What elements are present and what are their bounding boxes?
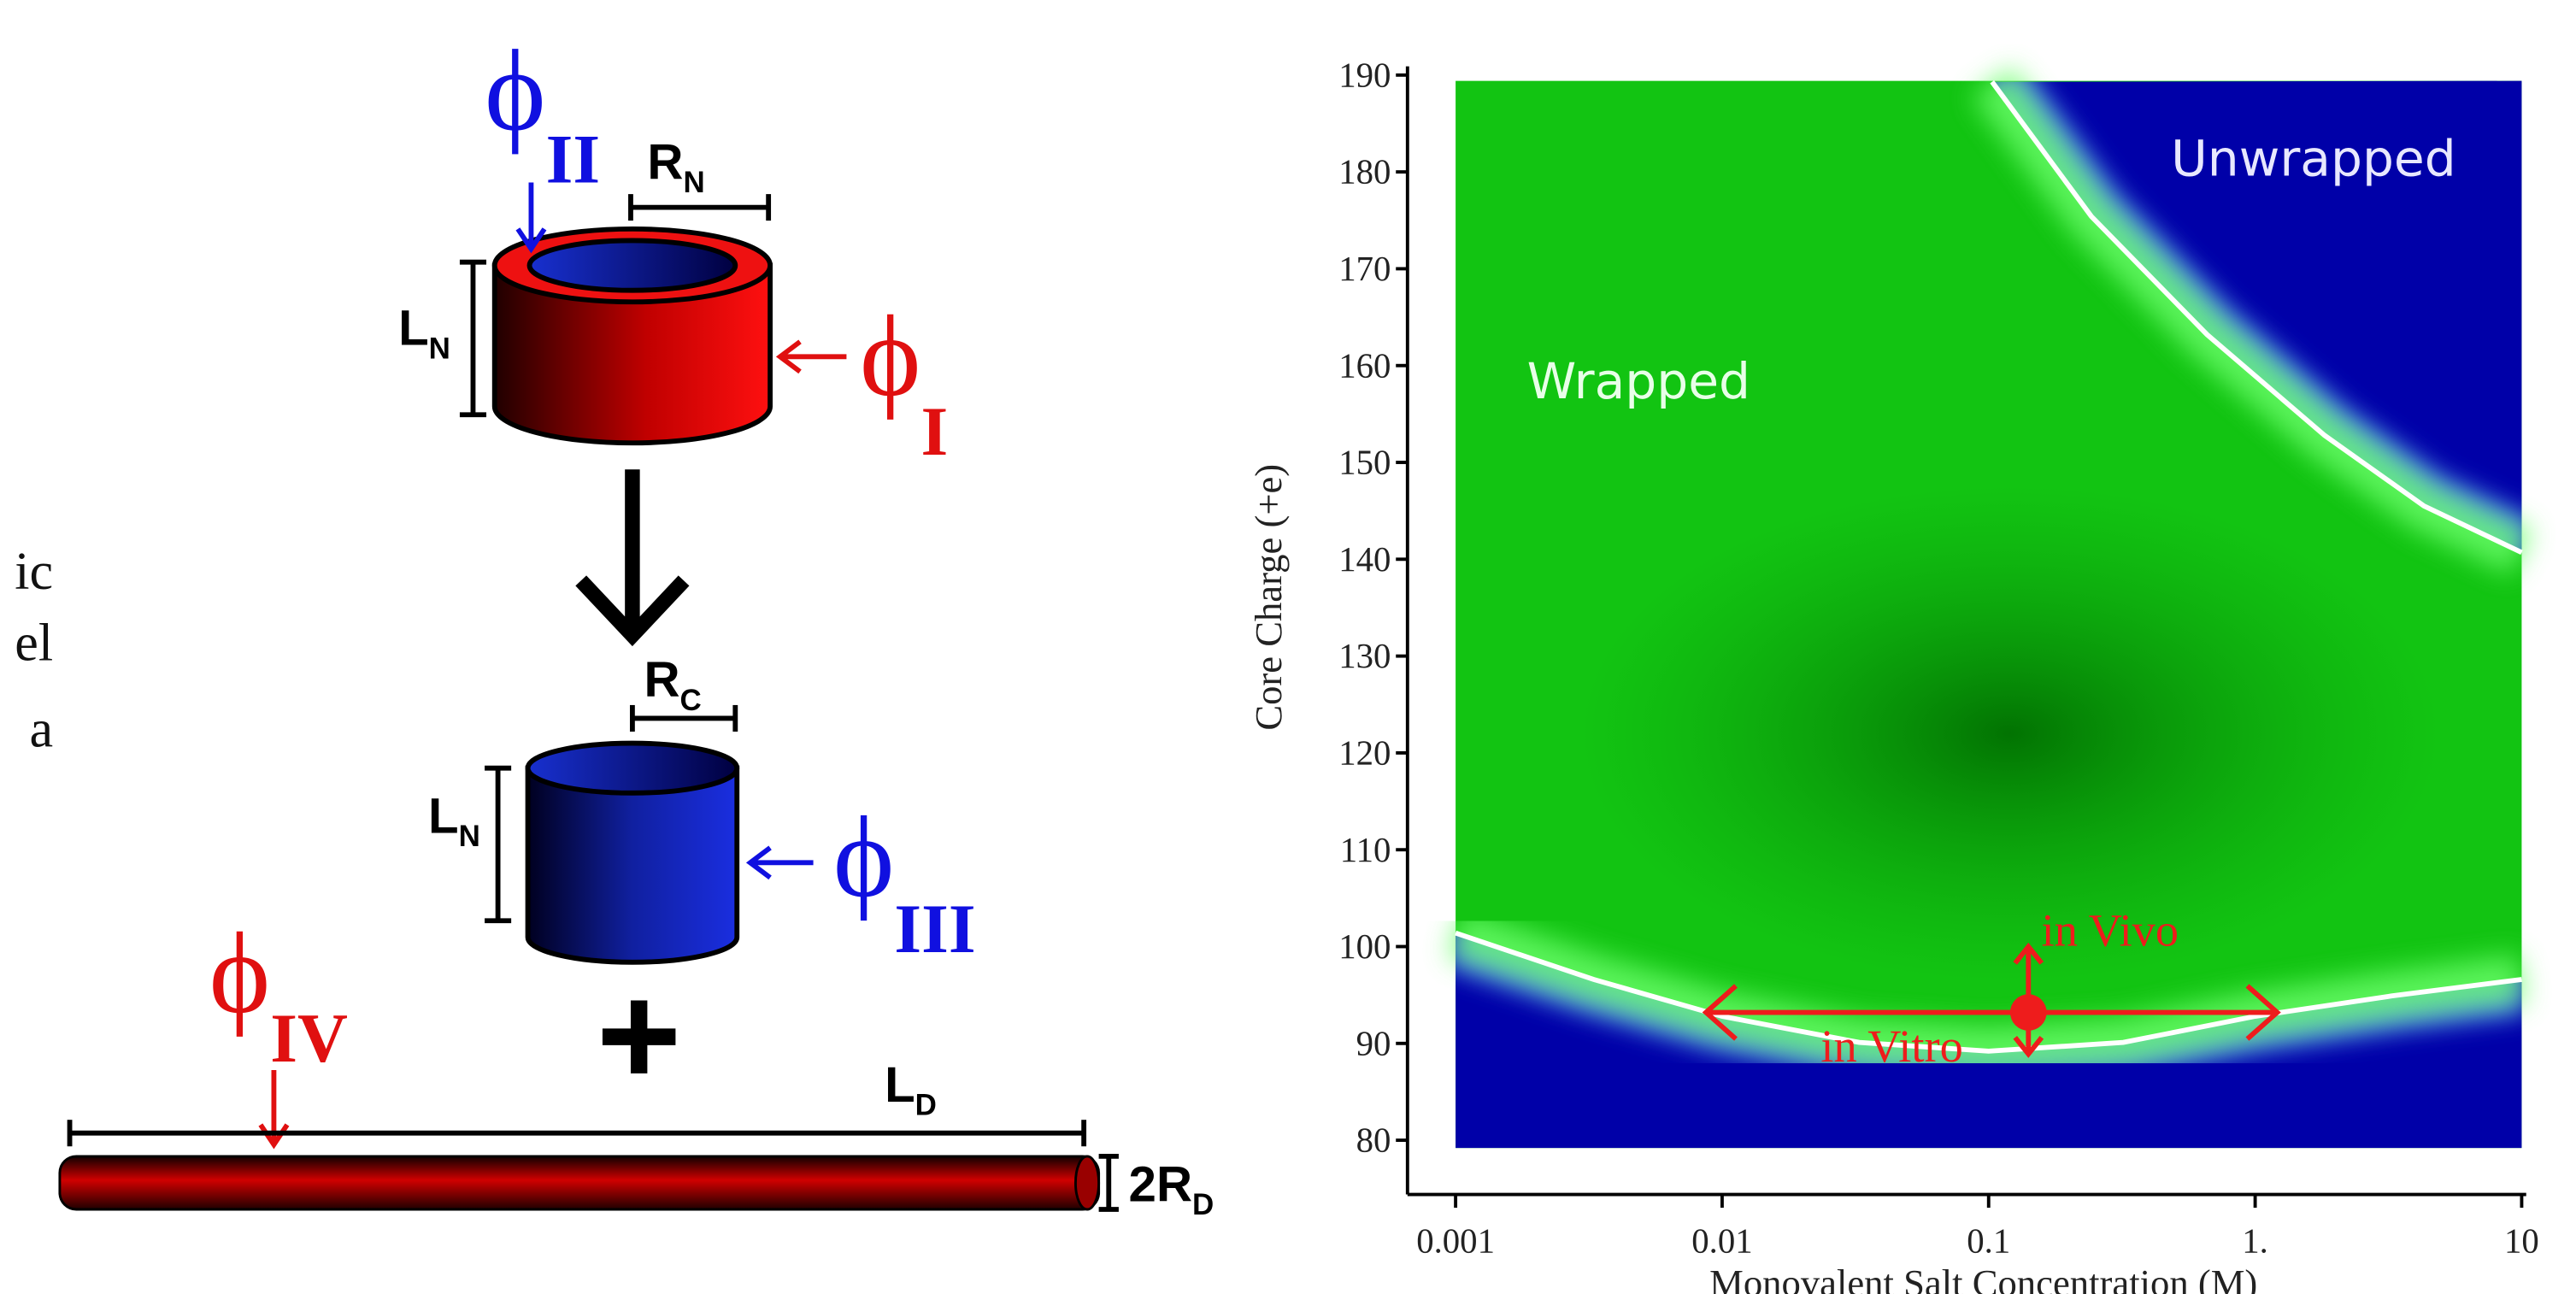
- arrow-head: [1702, 984, 2281, 1041]
- y-tick-label: 140: [1338, 540, 1391, 579]
- phi-label: ϕI: [860, 292, 948, 470]
- phi-label: ϕIII: [833, 793, 976, 968]
- y-tick-label: 90: [1356, 1024, 1391, 1062]
- unwrapped-region: [1991, 80, 2522, 553]
- dimension-label: RN: [647, 135, 704, 200]
- y-tick-label: 120: [1338, 734, 1391, 773]
- y-tick-label: 100: [1338, 927, 1391, 966]
- dimension-label: RC: [644, 652, 702, 717]
- y-tick-label: 130: [1338, 637, 1391, 675]
- y-tick-label: 80: [1356, 1121, 1391, 1160]
- text-fragments: ic el a: [15, 543, 53, 758]
- y-axis-label: Core Charge (+e): [1247, 464, 1290, 731]
- phase-boundary: [1990, 80, 2523, 556]
- annotation: in Vivo: [2042, 904, 2179, 956]
- chart: Wrapped Unwrapped in Vivo in Vitro 80 90 100 11…: [1247, 56, 2539, 1294]
- marker-point: [2009, 994, 2047, 1031]
- unwrapped-region: [1456, 932, 2522, 1149]
- arrow-head: [2013, 942, 2044, 1058]
- y-tick-label: 190: [1338, 56, 1391, 94]
- x-tick-label: 0.1: [1967, 1221, 2010, 1260]
- annotation: Wrapped: [1527, 352, 1750, 410]
- x-tick-label: 0.01: [1691, 1221, 1752, 1260]
- x-tick-label: 0.001: [1416, 1221, 1495, 1260]
- y-tick-label: 110: [1340, 831, 1391, 869]
- diagram: [58, 182, 1119, 1212]
- y-tick-label: 160: [1338, 346, 1391, 385]
- shading: [1578, 485, 2442, 983]
- dimension-label: LN: [398, 301, 450, 366]
- phase-boundary: [1455, 930, 2522, 1054]
- y-tick-label: 150: [1338, 444, 1391, 482]
- x-axis-label: Monovalent Salt Concentration (M): [1709, 1262, 2257, 1294]
- fragment: el: [15, 615, 53, 673]
- dimension-label: 2RD: [1129, 1156, 1214, 1221]
- fragment: ic: [15, 543, 53, 601]
- annotation: in Vitro: [1820, 1020, 1962, 1072]
- phi-label: ϕIV: [209, 909, 348, 1077]
- y-tick-label: 180: [1338, 153, 1391, 191]
- fragment: a: [30, 700, 54, 758]
- diagram-labels: ϕII RN LN ϕI RC LN ϕIII ϕIV LD 2RD: [209, 26, 1214, 1220]
- x-tick-label: 1.: [2242, 1221, 2268, 1260]
- phi-label: ϕII: [485, 26, 600, 197]
- dimension-label: LN: [428, 788, 480, 853]
- annotation: Unwrapped: [2171, 130, 2456, 188]
- dimension-label: LD: [885, 1057, 937, 1122]
- y-tick-label: 170: [1338, 250, 1391, 288]
- x-tick-label: 10: [2504, 1221, 2539, 1260]
